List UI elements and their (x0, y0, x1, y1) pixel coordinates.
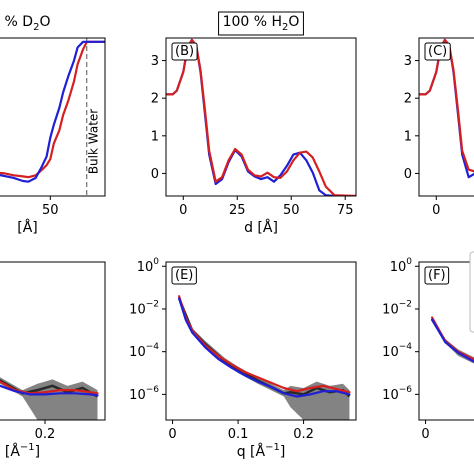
panel-e-data-band (179, 296, 350, 420)
y-tick-label: 3 (404, 54, 412, 69)
y-tick-label: 3 (151, 54, 159, 69)
panel-e-series-red (178, 295, 351, 394)
y-tick-label: 1 (151, 129, 159, 144)
panel-a-series-blue (0, 40, 105, 183)
panel-b: 0 25 50 75 0 1 2 3 d [Å] (B) 100 % H2O (151, 11, 357, 236)
x-tick-label: 0 (421, 427, 429, 442)
panel-e-letter: (E) (175, 268, 193, 283)
panel-f-frame (418, 261, 474, 421)
panel-e-plot-area (177, 295, 351, 420)
panel-d-series-blue (0, 384, 99, 397)
panel-a: 50[Å]BilayerBulk Water% D2O (0, 14, 106, 236)
panel-f-letter: (F) (428, 268, 446, 283)
panel-b-xlabel: d [Å] (244, 219, 278, 236)
y-tick-label: 10−2 (129, 299, 159, 317)
y-tick-label: 0 (404, 167, 412, 182)
x-tick-label: 50 (42, 203, 59, 218)
panel-d-frame (0, 261, 106, 421)
panel-a-frame (0, 37, 106, 197)
panel-d-data-band (0, 377, 98, 420)
panel-b-letter: (B) (175, 44, 194, 59)
x-tick-label: 0.2 (35, 427, 56, 442)
panel-d: 0.2[Å−1] (0, 261, 106, 460)
panel-b-title-box (218, 11, 304, 36)
panel-b-series-blue (166, 38, 356, 196)
y-tick-label: 1 (404, 129, 412, 144)
panel-c-letter: (C) (428, 44, 447, 59)
panel-b-frame (165, 37, 357, 197)
panel-e-frame (165, 261, 357, 421)
panel-f: 0 100 10−2 10−4 10−6 (F) (382, 257, 474, 442)
x-tick-label: 50 (283, 203, 300, 218)
x-tick-label: 0.1 (228, 427, 249, 442)
panel-b-plot-area (166, 38, 356, 196)
panel-a-title: % D2O (5, 14, 51, 33)
y-tick-label: 10−4 (129, 342, 159, 360)
panel-e-series-blue (178, 297, 351, 398)
x-tick-label: 75 (337, 203, 354, 218)
panel-a-plot-area (0, 38, 105, 196)
panel-c-letter-box (424, 42, 451, 61)
x-tick-label: 25 (229, 203, 246, 218)
panel-d-plot-area (0, 377, 99, 420)
panel-e-xlabel: q [Å−1] (237, 442, 286, 460)
panel-f-letter-box (424, 266, 450, 285)
panel-b-series-red (166, 38, 356, 196)
panel-a-series-red (0, 40, 105, 179)
panel-f-series-blue (431, 318, 474, 363)
panel-c-frame (418, 37, 474, 197)
y-tick-label: 10−6 (129, 385, 159, 403)
panel-b-letter-box (171, 42, 198, 61)
annotation-bulk-water: Bulk Water (87, 109, 101, 174)
panel-f-data-band (432, 317, 474, 364)
panel-e-letter-box (171, 266, 197, 285)
legend-box (469, 251, 474, 333)
x-tick-label: 0 (179, 203, 187, 218)
x-tick-label: 0 (168, 427, 176, 442)
y-tick-label: 10−4 (382, 342, 412, 360)
y-tick-label: 100 (390, 257, 413, 275)
y-tick-label: 2 (151, 92, 159, 107)
y-tick-label: 0 (151, 167, 159, 182)
x-tick-label: 0.2 (293, 427, 314, 442)
panel-b-title: 100 % H2O (223, 14, 300, 33)
panel-d-xlabel: [Å−1] (5, 442, 40, 460)
x-tick-label: 0 (432, 203, 440, 218)
y-tick-label: 10−6 (382, 385, 412, 403)
y-tick-label: 10−2 (382, 299, 412, 317)
panel-e: 0 0.1 0.2 100 10−2 10−4 10−6 q [Å−1] (E) (129, 257, 357, 460)
panel-f-plot-area (431, 316, 474, 364)
y-tick-label: 2 (404, 92, 412, 107)
y-tick-label: 100 (137, 257, 160, 275)
panel-a-xlabel: [Å] (17, 219, 38, 236)
